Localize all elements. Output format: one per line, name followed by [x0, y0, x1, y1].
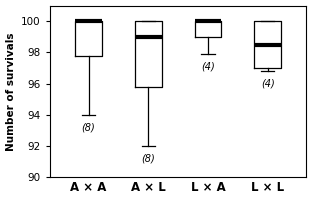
Y-axis label: Number of survivals: Number of survivals	[6, 32, 16, 151]
Text: (4): (4)	[201, 62, 215, 72]
Text: (8): (8)	[82, 123, 95, 133]
Text: (8): (8)	[141, 154, 155, 164]
Text: (4): (4)	[261, 79, 275, 89]
